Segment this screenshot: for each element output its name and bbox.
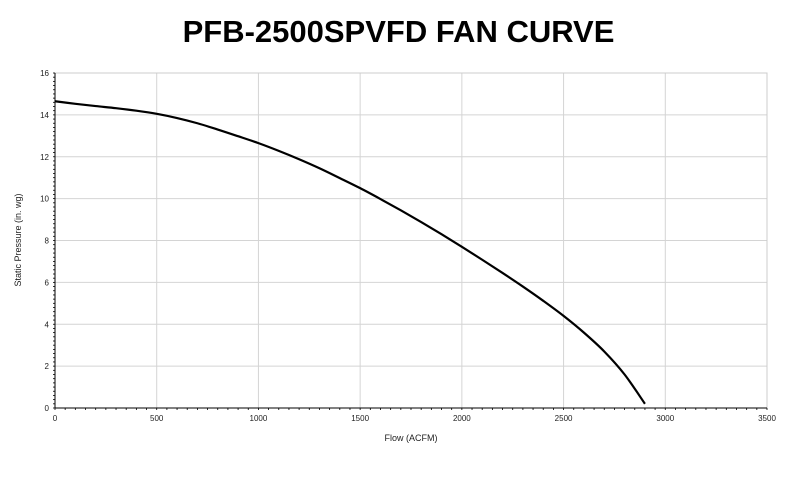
y-tick-labels: 0 2 4 6 8 10 12 14 16 <box>40 69 49 413</box>
x-tick-label: 2500 <box>555 414 573 423</box>
series-group <box>54 100 646 405</box>
fan-curve-line <box>54 100 646 405</box>
grid-lines <box>55 73 767 408</box>
y-tick-label: 16 <box>40 69 49 78</box>
y-tick-label: 8 <box>45 237 50 246</box>
y-tick-label: 4 <box>45 320 50 329</box>
x-axis-title: Flow (ACFM) <box>385 433 438 443</box>
minor-ticks <box>53 72 768 410</box>
chart-title: PFB-2500SPVFD FAN CURVE <box>182 14 615 49</box>
y-tick-label: 12 <box>40 153 49 162</box>
y-tick-label: 0 <box>45 404 50 413</box>
y-axis-title: Static Pressure (in. wg) <box>13 193 23 286</box>
y-tick-label: 2 <box>45 362 50 371</box>
x-tick-label: 500 <box>150 414 164 423</box>
x-tick-label: 1000 <box>250 414 268 423</box>
x-tick-label: 3500 <box>758 414 776 423</box>
y-tick-label: 14 <box>40 111 49 120</box>
y-tick-label: 6 <box>45 278 50 287</box>
x-tick-labels: 0 500 1000 1500 2000 2500 3000 3500 <box>53 414 777 423</box>
x-tick-label: 3000 <box>656 414 674 423</box>
y-tick-label: 10 <box>40 195 49 204</box>
x-tick-label: 1500 <box>351 414 369 423</box>
x-tick-label: 2000 <box>453 414 471 423</box>
x-tick-label: 0 <box>53 414 58 423</box>
